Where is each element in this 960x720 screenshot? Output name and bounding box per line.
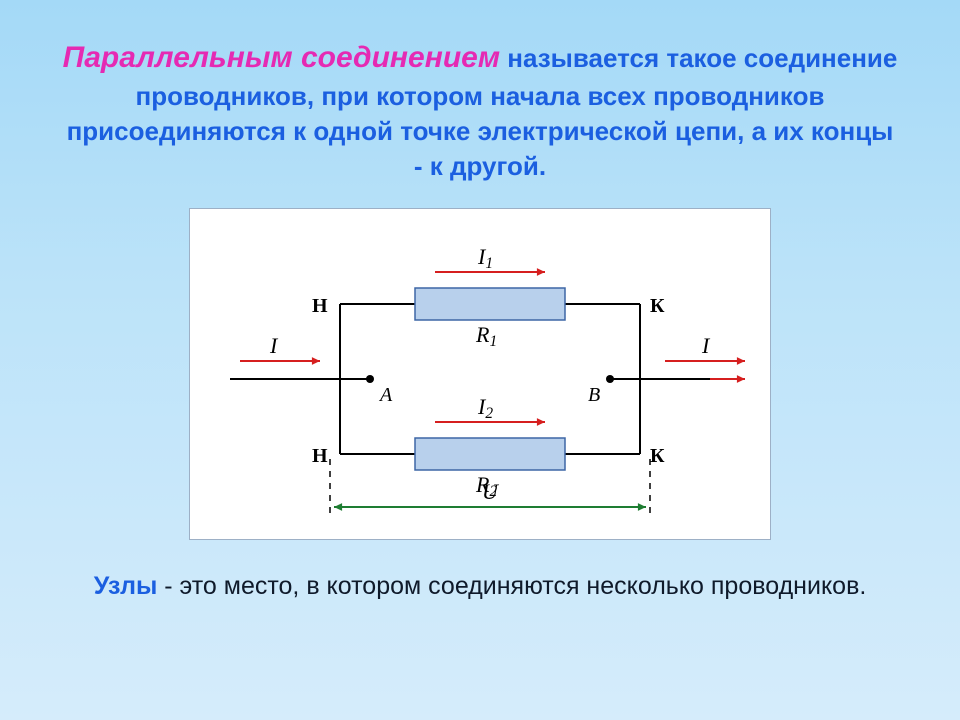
svg-text:I2: I2 (477, 394, 493, 422)
term: Параллельным соединением (63, 41, 500, 74)
definition-block: Параллельным соединением называется тако… (0, 38, 960, 184)
svg-text:U: U (482, 479, 500, 504)
slide: Параллельным соединением называется тако… (0, 0, 960, 720)
circuit-diagram: III1I2R1R2ABННККU (189, 208, 771, 540)
footer-rest: - это место, в котором соединяются неско… (157, 572, 866, 600)
svg-text:К: К (650, 445, 665, 467)
svg-text:A: A (378, 384, 393, 406)
svg-text:Н: Н (312, 295, 328, 317)
svg-text:I1: I1 (477, 244, 493, 272)
svg-text:I: I (269, 333, 279, 358)
footer-keyword: Узлы (94, 572, 158, 600)
svg-text:I: I (701, 333, 711, 358)
svg-text:Н: Н (312, 445, 328, 467)
footer-definition: Узлы - это место, в котором соединяются … (0, 570, 960, 604)
svg-text:B: B (588, 384, 600, 406)
svg-text:К: К (650, 295, 665, 317)
svg-text:R1: R1 (475, 322, 497, 350)
circuit-svg: III1I2R1R2ABННККU (190, 209, 770, 539)
